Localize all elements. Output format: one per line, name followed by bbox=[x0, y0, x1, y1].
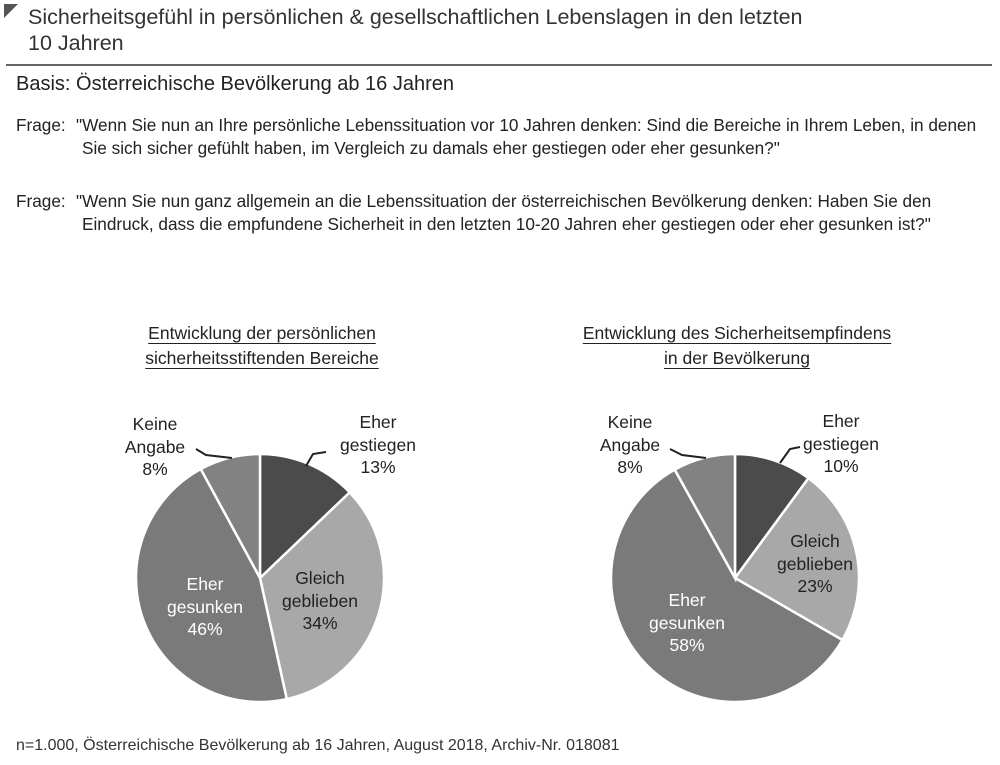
leader-line bbox=[305, 451, 327, 467]
label-text: Angabe bbox=[599, 434, 661, 455]
slice-label-gleich: Gleich geblieben 23% bbox=[750, 530, 880, 598]
question-text: "Wenn Sie nun an Ihre persönliche Lebens… bbox=[76, 115, 977, 158]
pie-slice-eher-gestiegen bbox=[258, 452, 352, 581]
slice-label-gestiegen: Eher gestiegen 13% bbox=[313, 411, 443, 479]
label-text: 8% bbox=[617, 457, 643, 477]
slice-label-keine-angabe: Keine Angabe 8% bbox=[90, 413, 220, 481]
chart-title-line: Entwicklung der persönlichen bbox=[148, 323, 376, 343]
label-text: gestiegen bbox=[340, 434, 416, 455]
label-text: gesunken bbox=[167, 596, 243, 617]
pie-slice-gleich-geblieben bbox=[733, 476, 861, 642]
label-text: geblieben bbox=[282, 590, 358, 611]
question-label: Frage: bbox=[16, 191, 66, 211]
label-text: Keine bbox=[607, 412, 653, 432]
question-label: Frage: bbox=[16, 115, 66, 135]
label-text: gesunken bbox=[649, 612, 725, 633]
leader-line bbox=[669, 448, 707, 459]
label-text: Gleich bbox=[295, 568, 345, 588]
leader-line bbox=[779, 446, 801, 464]
title-divider bbox=[6, 64, 992, 66]
label-text: Angabe bbox=[124, 436, 186, 457]
label-text: Eher bbox=[822, 411, 860, 431]
chart-title-left: Entwicklung der persönlichen sicherheits… bbox=[82, 321, 442, 371]
label-text: Gleich bbox=[790, 531, 840, 551]
chart-title-line: in der Bevölkerung bbox=[664, 348, 810, 368]
slice-label-gestiegen: Eher gestiegen 10% bbox=[776, 410, 906, 478]
question-text: "Wenn Sie nun ganz allgemein an die Lebe… bbox=[76, 191, 932, 234]
pie-slice-gleich-geblieben bbox=[258, 490, 386, 701]
page-title: Sicherheitsgefühl in persönlichen & gese… bbox=[28, 5, 803, 55]
corner-marker-icon bbox=[4, 4, 18, 18]
pie-slice-eher-gesunken bbox=[609, 467, 845, 704]
chart-title-right: Entwicklung des Sicherheitsempfindens in… bbox=[557, 321, 917, 371]
pie-slice-eher-gesunken bbox=[134, 467, 289, 704]
chart-title-line: Entwicklung des Sicherheitsempfindens bbox=[582, 323, 892, 343]
label-text: Keine bbox=[132, 414, 178, 434]
leader-line bbox=[195, 448, 233, 459]
label-text: Eher bbox=[668, 590, 706, 610]
pie-chart-population bbox=[609, 452, 861, 704]
label-text: 23% bbox=[797, 576, 833, 596]
pie-slice-eher-gestiegen bbox=[733, 452, 811, 582]
label-text: 8% bbox=[142, 459, 168, 479]
label-text: 58% bbox=[669, 635, 705, 655]
label-text: Eher bbox=[186, 574, 224, 594]
label-text: geblieben bbox=[777, 553, 853, 574]
slice-label-keine-angabe: Keine Angabe 8% bbox=[565, 411, 695, 479]
label-text: 34% bbox=[302, 613, 338, 633]
label-text: gestiegen bbox=[803, 433, 879, 454]
pie-chart-personal bbox=[134, 452, 386, 704]
basis-text: Basis: Österreichische Bevölkerung ab 16… bbox=[16, 73, 455, 95]
footnote: n=1.000, Österreichische Bevölkerung ab … bbox=[16, 737, 620, 754]
label-text: 13% bbox=[360, 457, 396, 477]
chart-title-line: sicherheitsstiftenden Bereiche bbox=[145, 348, 379, 368]
label-text: 46% bbox=[187, 619, 223, 639]
slice-label-gleich: Gleich geblieben 34% bbox=[255, 567, 385, 635]
label-text: Eher bbox=[359, 412, 397, 432]
label-text: 10% bbox=[823, 456, 859, 476]
slice-label-gesunken: Eher gesunken 46% bbox=[140, 573, 270, 641]
slice-label-gesunken: Eher gesunken 58% bbox=[622, 589, 752, 657]
